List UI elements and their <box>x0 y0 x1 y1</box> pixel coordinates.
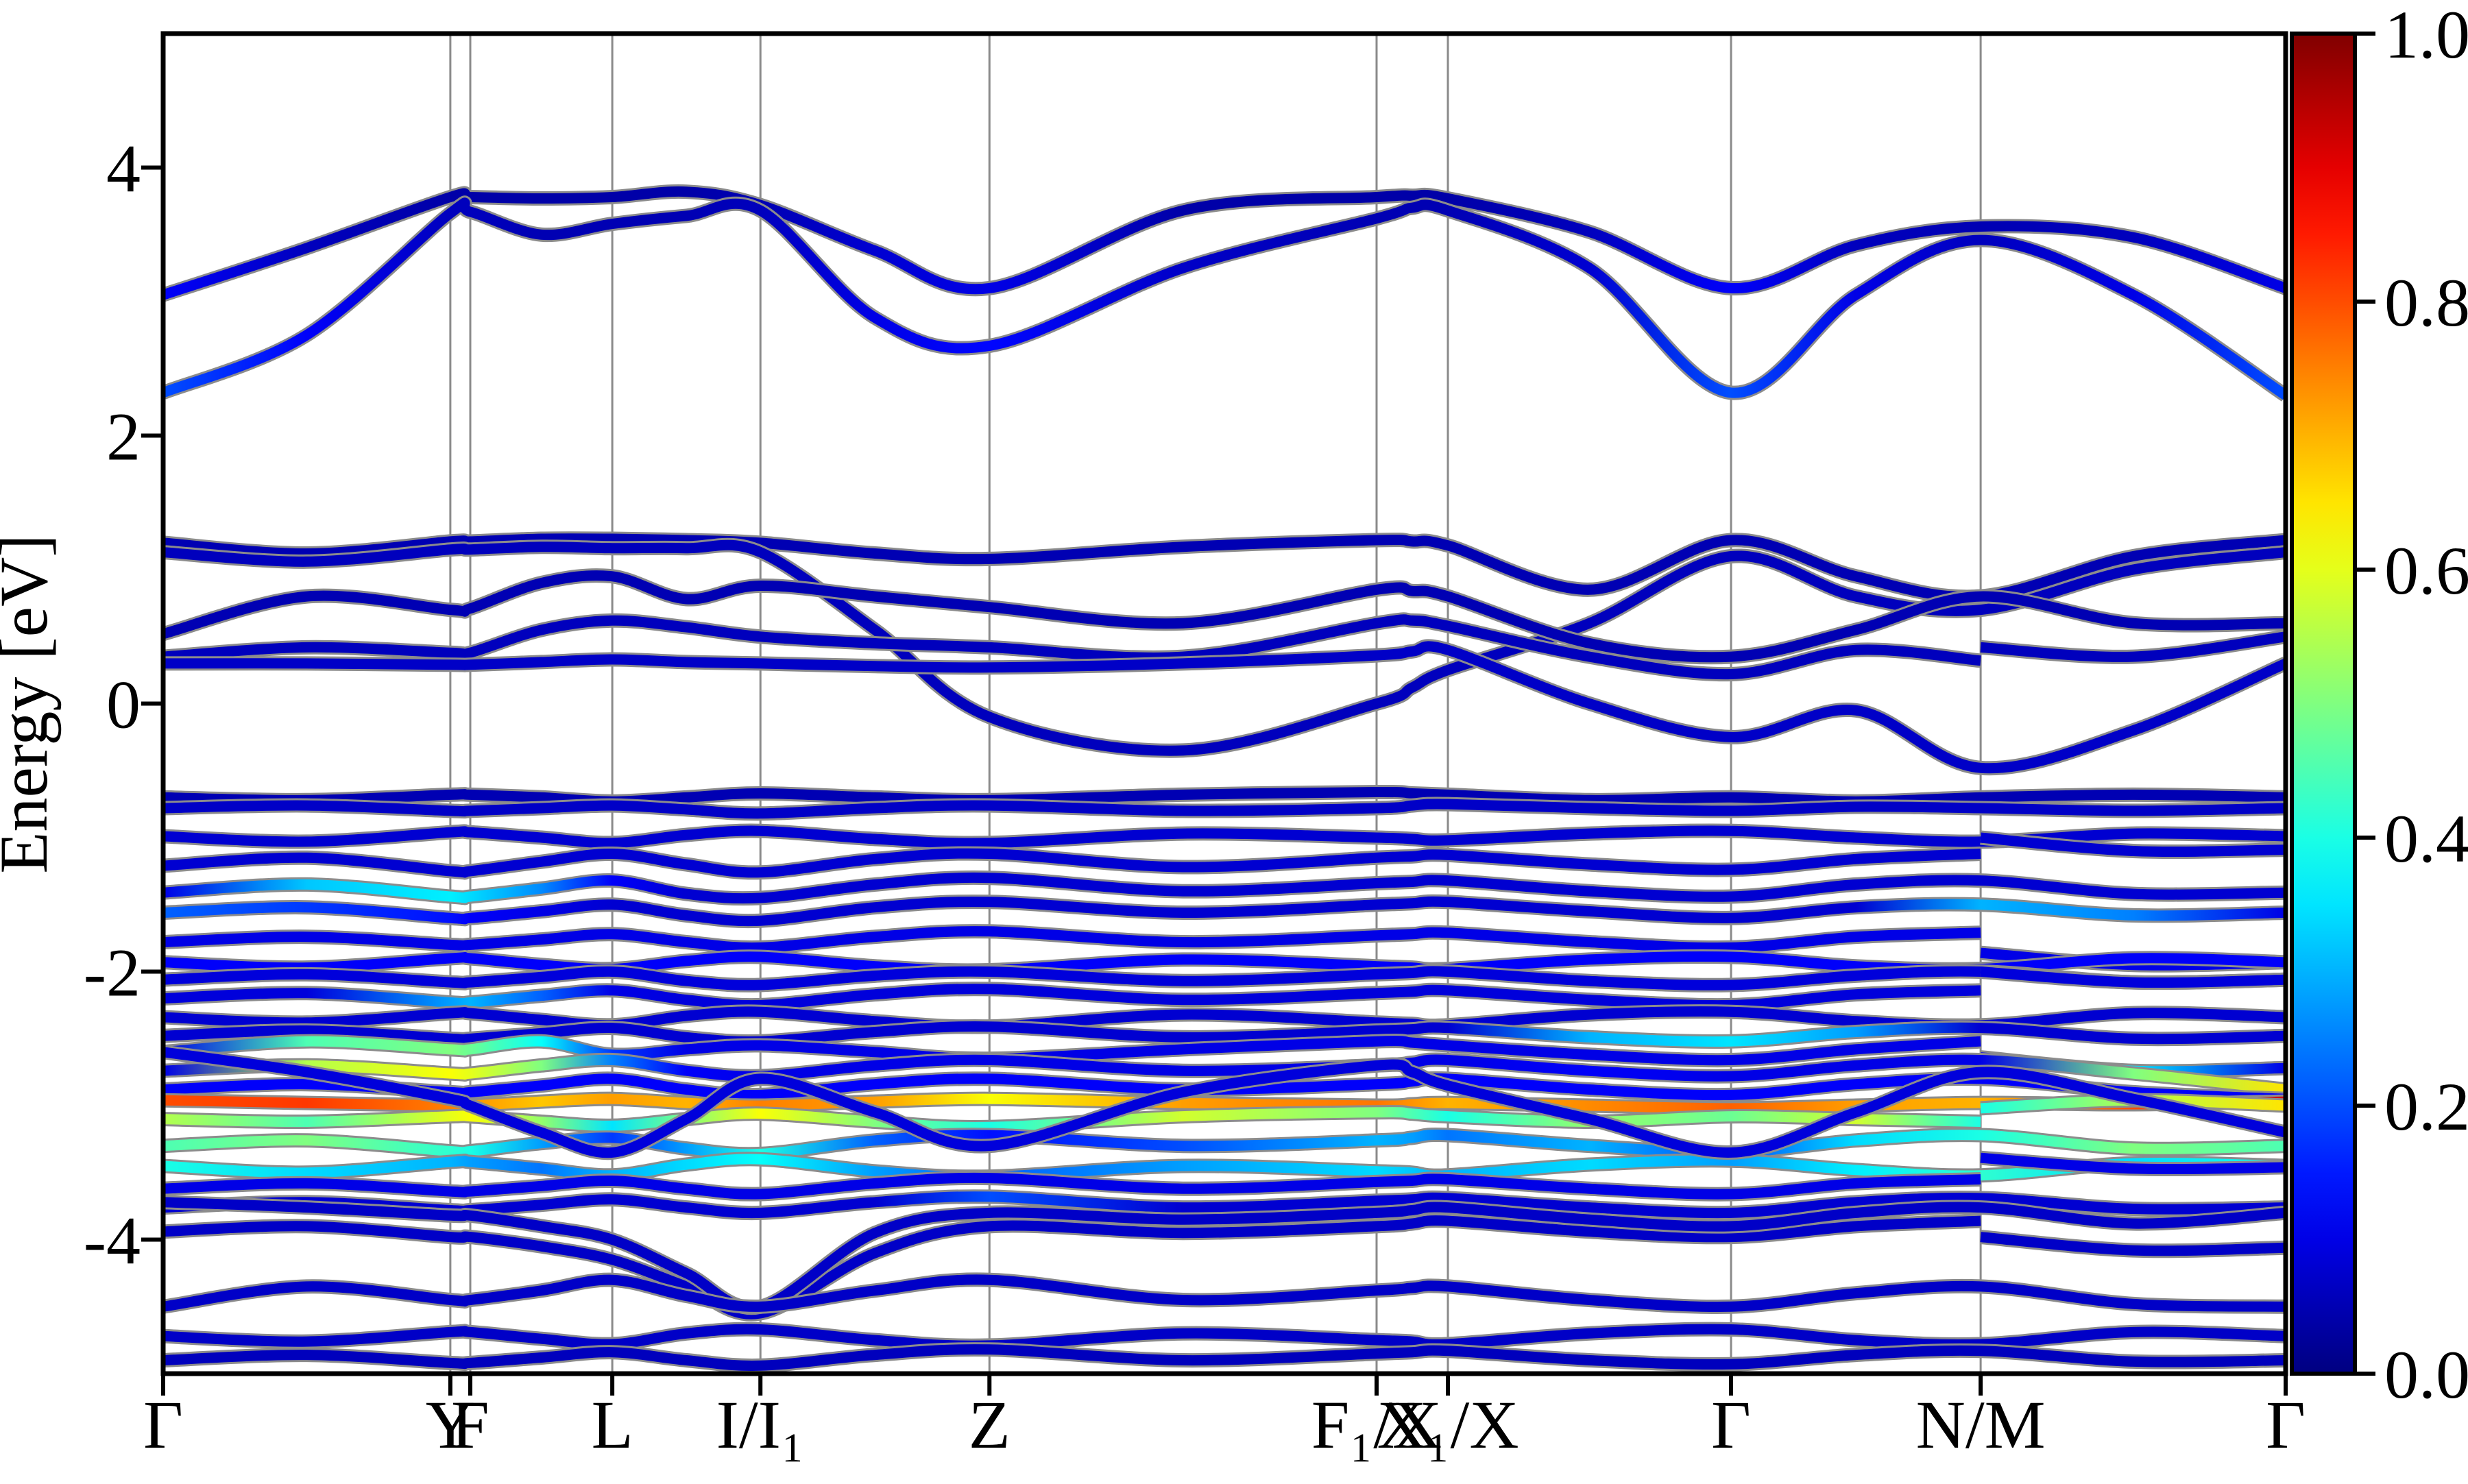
band-val-11 <box>163 1006 2286 1032</box>
band-cond-lower <box>163 197 2286 400</box>
band-mid-2 <box>163 539 2286 756</box>
x-tick-label-10: Γ <box>2266 1387 2306 1463</box>
colorbar-tick-label-3: 0.6 <box>2384 533 2468 609</box>
y-tick-label-1: -2 <box>84 935 141 1011</box>
y-tick-label-0: -4 <box>84 1203 141 1279</box>
band-val-07 <box>163 926 1981 953</box>
y-axis-tick-labels: -4 -2 0 2 4 <box>84 131 141 1279</box>
band-val-22-steepV <box>163 1215 1981 1319</box>
band-mid-4 <box>1980 631 2286 662</box>
band-curves <box>163 184 2286 1373</box>
x-tick-label-7: X₁/X <box>1377 1387 1519 1463</box>
band-val-14 <box>163 1054 2286 1095</box>
band-mid-1 <box>163 533 2286 603</box>
band-val-08 <box>163 951 2286 976</box>
band-val-02 <box>163 799 2286 819</box>
band-val-crosser <box>163 1047 2286 1158</box>
x-tick-label-9: N/M <box>1916 1387 2046 1463</box>
band-mid-3 <box>163 570 2286 663</box>
y-tick-label-4: 4 <box>106 131 141 207</box>
colorbar: 0.0 0.2 0.4 0.6 0.8 1.0 <box>2290 0 2468 1413</box>
x-tick-label-6: F₁/X <box>1311 1387 1442 1463</box>
colorbar-tick-label-4: 0.8 <box>2384 265 2468 341</box>
x-axis-labels: Γ YF L I/I₁ Z F₁/XX₁/X Γ N/M Γ <box>143 1387 2306 1463</box>
colorbar-tick-label-1: 0.2 <box>2384 1069 2468 1145</box>
x-tick-label-4: I/I₁ <box>716 1387 805 1463</box>
band-val-09 <box>163 966 2286 990</box>
band-val-17 <box>163 1107 1981 1132</box>
band-val-25 <box>163 1324 2286 1351</box>
band-mid-4 <box>163 614 1981 680</box>
x-tick-label-0: Γ <box>143 1387 183 1463</box>
y-axis-title: Energy [eV] <box>0 534 62 873</box>
band-val-05 <box>163 872 2286 904</box>
band-val-23-steepV <box>163 1197 2286 1313</box>
band-val-04 <box>163 848 1981 878</box>
colorbar-tick-labels: 0.0 0.2 0.4 0.6 0.8 1.0 <box>2384 0 2468 1413</box>
y-axis-ticks <box>141 165 163 1242</box>
colorbar-tick-label-2: 0.4 <box>2384 801 2468 877</box>
x-tick-label-3: L <box>592 1387 633 1463</box>
x-tick-label-8: Γ <box>1711 1387 1751 1463</box>
colorbar-tick-label-5: 1.0 <box>2384 0 2468 73</box>
band-val-06 <box>163 896 2286 927</box>
colorbar-ticks <box>2355 32 2375 1376</box>
x-axis-ticks <box>161 1374 2288 1396</box>
band-val-20 <box>163 1172 1981 1200</box>
band-val-04 <box>1980 832 2286 857</box>
band-val-10 <box>163 984 1981 1011</box>
colorbar-gradient <box>2290 32 2357 1376</box>
x-tick-label-2: F <box>451 1387 489 1463</box>
y-tick-label-3: 2 <box>106 399 141 475</box>
band-val-12 <box>163 1021 2286 1047</box>
band-val-18 <box>163 1130 2286 1160</box>
x-tick-label-5: Z <box>969 1387 1011 1463</box>
band-mid-5 <box>163 641 2286 774</box>
band-val-24 <box>163 1274 2286 1313</box>
band-val-26 <box>163 1344 2286 1371</box>
band-val-22-steepV <box>1980 1232 2286 1256</box>
band-val-19 <box>163 1154 2286 1182</box>
band-cond-upper <box>163 186 2286 300</box>
colorbar-tick-label-0: 0.0 <box>2384 1337 2468 1413</box>
band-val-20 <box>1980 1152 2286 1175</box>
x-tick-label-1: Y <box>426 1387 475 1463</box>
band-val-10 <box>1980 966 2286 988</box>
band-val-03 <box>163 825 2286 849</box>
y-tick-label-2: 0 <box>106 667 141 743</box>
